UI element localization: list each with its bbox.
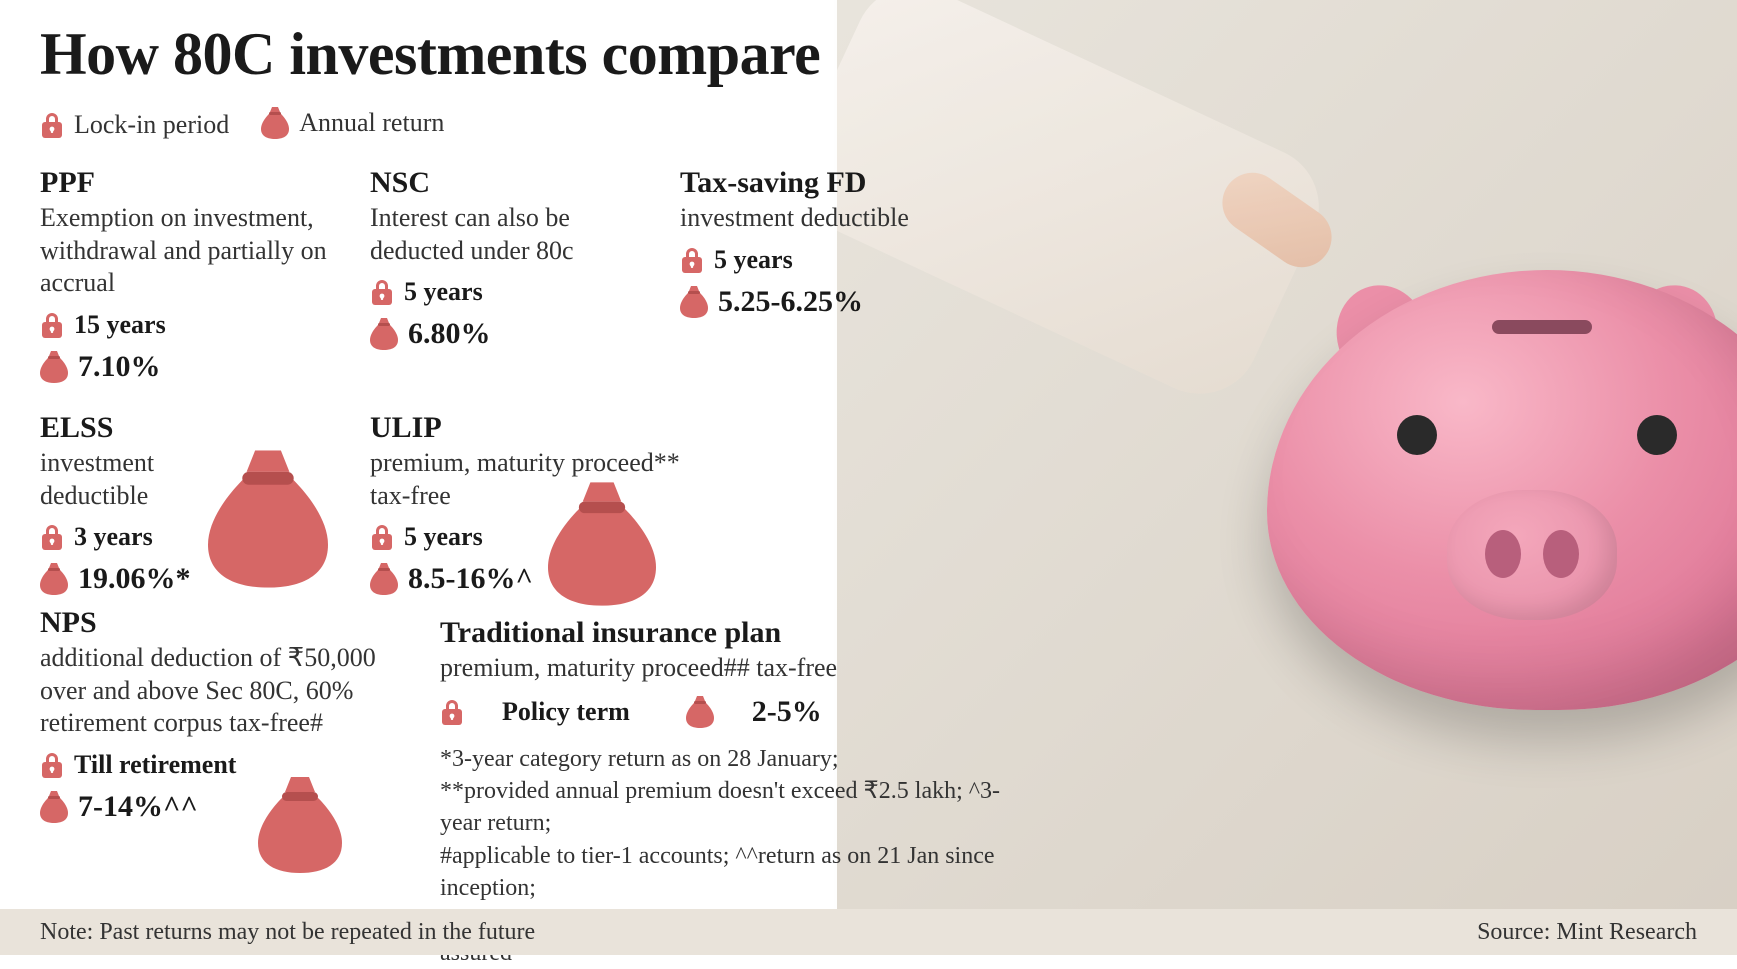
lock-in-period: 3 years <box>74 522 153 552</box>
lock-icon <box>40 523 64 551</box>
investment-card: ELSSinvestment deductible 3 years 19.06%* <box>40 411 220 596</box>
bottom-bar: Note: Past returns may not be repeated i… <box>0 909 1737 955</box>
investment-name: NSC <box>370 166 650 200</box>
investment-card: NPSadditional deduction of ₹50,000 over … <box>40 606 380 824</box>
page-title: How 80C investments compare <box>40 20 1697 89</box>
money-bag-icon <box>548 481 656 607</box>
investment-card: ULIPpremium, maturity proceed** tax-free… <box>370 411 710 596</box>
money-bag-icon <box>208 449 328 589</box>
investments-grid: PPFExemption on investment, withdrawal a… <box>40 166 1040 866</box>
investment-desc: investment deductible <box>40 447 220 512</box>
money-bag-icon <box>258 776 342 874</box>
investment-name: NPS <box>40 606 380 640</box>
money-bag-icon <box>370 563 398 595</box>
lock-in-period: Till retirement <box>74 750 236 780</box>
money-bag-icon <box>261 107 289 139</box>
money-bag-icon <box>40 351 68 383</box>
legend-bag: Annual return <box>261 107 444 139</box>
money-bag-icon <box>686 696 714 728</box>
lock-icon <box>40 311 64 339</box>
investment-name: PPF <box>40 166 340 200</box>
lock-in-period: Policy term <box>502 697 630 727</box>
annual-return: 7.10% <box>78 350 161 384</box>
investment-name: Traditional insurance plan <box>440 616 1040 650</box>
investment-card: PPFExemption on investment, withdrawal a… <box>40 166 340 384</box>
investment-desc: premium, maturity proceed## tax-free <box>440 652 940 685</box>
footnote-line: #applicable to tier-1 accounts; ^^return… <box>440 840 1040 905</box>
investment-name: ULIP <box>370 411 710 445</box>
investment-desc: premium, maturity proceed** tax-free <box>370 447 710 512</box>
lock-icon <box>40 751 64 779</box>
money-bag-icon <box>40 563 68 595</box>
investment-desc: additional deduction of ₹50,000 over and… <box>40 642 380 740</box>
footnote-line: **provided annual premium doesn't exceed… <box>440 775 1040 840</box>
money-bag-icon <box>370 318 398 350</box>
investment-card: NSCInterest can also be deducted under 8… <box>370 166 650 351</box>
annual-return: 5.25-6.25% <box>718 285 863 319</box>
lock-icon <box>440 698 464 726</box>
investment-desc: Interest can also be deducted under 80c <box>370 202 650 267</box>
investment-name: Tax-saving FD <box>680 166 909 200</box>
money-bag-icon <box>680 286 708 318</box>
money-bag-icon <box>40 791 68 823</box>
lock-icon <box>370 278 394 306</box>
lock-in-period: 5 years <box>404 522 483 552</box>
legend: Lock-in period Annual return <box>40 107 1697 144</box>
source-text: Source: Mint Research <box>1477 919 1697 946</box>
legend-lock: Lock-in period <box>40 110 229 140</box>
footnote-line: *3-year category return as on 28 January… <box>440 743 1040 775</box>
lock-icon <box>680 246 704 274</box>
annual-return: 8.5-16%^ <box>408 562 533 596</box>
lock-in-period: 5 years <box>714 245 793 275</box>
annual-return: 19.06%* <box>78 562 191 596</box>
investment-desc: investment deductible <box>680 202 909 235</box>
lock-icon <box>40 111 64 139</box>
investment-card: Tax-saving FDinvestment deductible 5 year… <box>680 166 909 319</box>
note-text: Note: Past returns may not be repeated i… <box>40 919 535 946</box>
legend-bag-label: Annual return <box>299 108 444 138</box>
annual-return: 6.80% <box>408 317 491 351</box>
lock-in-period: 15 years <box>74 310 166 340</box>
investment-desc: Exemption on investment, withdrawal and … <box>40 202 340 300</box>
lock-in-period: 5 years <box>404 277 483 307</box>
lock-icon <box>370 523 394 551</box>
legend-lock-label: Lock-in period <box>74 110 229 140</box>
annual-return: 7-14%^^ <box>78 790 198 824</box>
investment-name: ELSS <box>40 411 220 445</box>
annual-return: 2-5% <box>752 695 822 729</box>
